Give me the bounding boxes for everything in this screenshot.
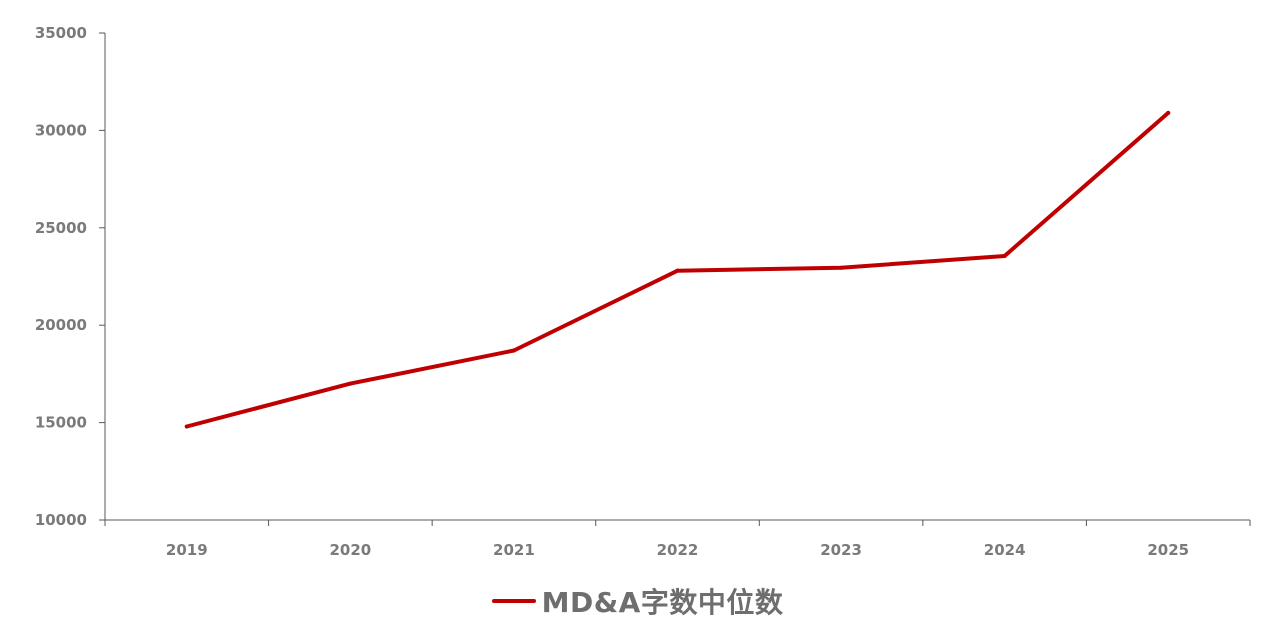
data-point bbox=[1002, 254, 1007, 259]
legend-swatch bbox=[491, 599, 536, 603]
data-point bbox=[839, 265, 844, 270]
y-tick-label: 10000 bbox=[35, 511, 87, 529]
y-tick-label: 30000 bbox=[35, 121, 87, 139]
x-axis: 2019 2020 2021 2022 2023 2024 2025 bbox=[104, 519, 1251, 559]
x-tick-label: 2021 bbox=[493, 541, 535, 559]
legend-label: MD&A字数中位数 bbox=[541, 586, 784, 619]
x-tick-label: 2023 bbox=[820, 541, 862, 559]
data-point bbox=[675, 268, 680, 273]
y-tick-label: 15000 bbox=[35, 414, 87, 432]
x-tick-label: 2019 bbox=[166, 541, 208, 559]
data-point bbox=[1166, 110, 1171, 115]
data-point bbox=[511, 348, 516, 353]
x-tick-label: 2022 bbox=[657, 541, 699, 559]
y-tick-label: 25000 bbox=[35, 219, 87, 237]
y-tick-label: 35000 bbox=[35, 24, 87, 42]
y-axis: 10000 15000 20000 25000 30000 35000 bbox=[35, 24, 106, 529]
data-point bbox=[348, 381, 353, 386]
x-tick-label: 2020 bbox=[329, 541, 371, 559]
series-layer bbox=[184, 110, 1171, 429]
x-tick-label: 2024 bbox=[984, 541, 1026, 559]
x-tick-label: 2025 bbox=[1147, 541, 1189, 559]
y-tick-label: 20000 bbox=[35, 316, 87, 334]
data-point bbox=[184, 424, 189, 429]
legend: MD&A字数中位数 bbox=[0, 580, 1275, 622]
